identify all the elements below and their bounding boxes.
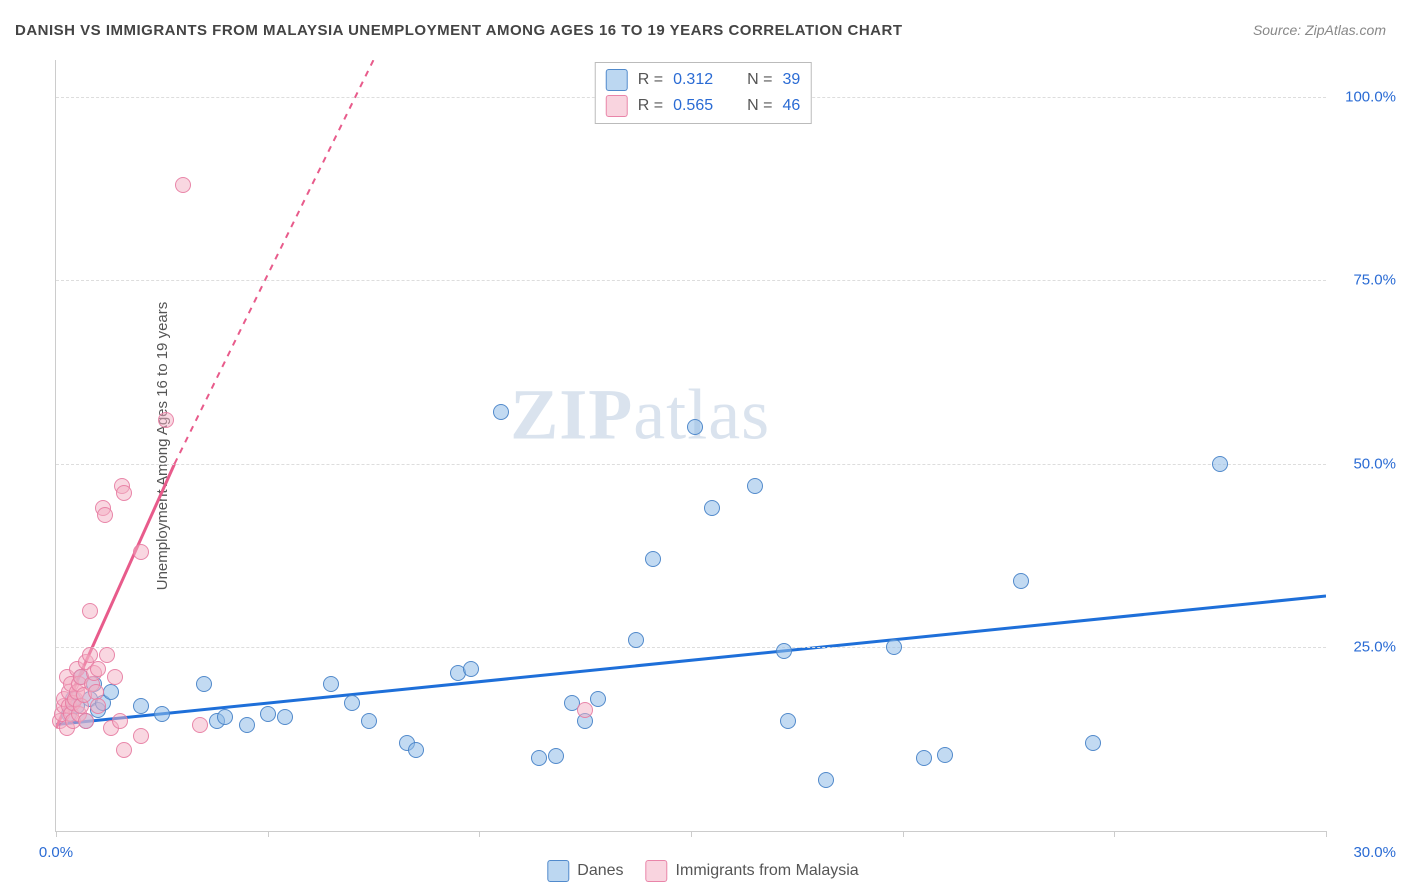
data-point-danes	[154, 706, 170, 722]
legend-item: Immigrants from Malaysia	[646, 860, 859, 882]
data-point-malaysia	[88, 684, 104, 700]
legend-r-value: 0.565	[673, 97, 713, 115]
legend-swatch	[547, 860, 569, 882]
watermark: ZIPatlas	[510, 373, 770, 456]
legend-item: Danes	[547, 860, 623, 882]
legend-n-value: 39	[782, 71, 800, 89]
data-point-danes	[1085, 735, 1101, 751]
gridline-h	[56, 464, 1326, 465]
legend-n-label: N =	[747, 97, 772, 115]
legend-swatch	[606, 69, 628, 91]
x-tick-mark	[691, 831, 692, 837]
source-attribution: Source: ZipAtlas.com	[1253, 22, 1386, 38]
data-point-danes	[937, 747, 953, 763]
trend-lines	[56, 60, 1326, 831]
data-point-malaysia	[192, 717, 208, 733]
data-point-danes	[548, 748, 564, 764]
x-tick-mark	[56, 831, 57, 837]
legend-r-value: 0.312	[673, 71, 713, 89]
legend-row: R = 0.565 N = 46	[606, 93, 801, 119]
data-point-danes	[408, 742, 424, 758]
data-point-danes	[1212, 456, 1228, 472]
data-point-danes	[463, 661, 479, 677]
legend-n-value: 46	[782, 97, 800, 115]
correlation-legend: R = 0.312 N = 39 R = 0.565 N = 46	[595, 62, 812, 124]
legend-r-label: R =	[638, 97, 663, 115]
data-point-malaysia	[116, 742, 132, 758]
data-point-malaysia	[116, 485, 132, 501]
plot-area: ZIPatlas 25.0%50.0%75.0%100.0%0.0%30.0%	[55, 60, 1326, 832]
x-tick-mark	[1114, 831, 1115, 837]
gridline-h	[56, 280, 1326, 281]
data-point-danes	[239, 717, 255, 733]
data-point-malaysia	[90, 698, 106, 714]
x-tick-mark	[1326, 831, 1327, 837]
data-point-malaysia	[175, 177, 191, 193]
legend-label: Danes	[577, 862, 623, 880]
data-point-danes	[1013, 573, 1029, 589]
legend-swatch	[606, 95, 628, 117]
chart-title: DANISH VS IMMIGRANTS FROM MALAYSIA UNEMP…	[15, 22, 903, 39]
data-point-danes	[776, 643, 792, 659]
data-point-danes	[590, 691, 606, 707]
data-point-danes	[217, 709, 233, 725]
y-tick-label: 75.0%	[1336, 272, 1396, 289]
data-point-malaysia	[107, 669, 123, 685]
data-point-danes	[133, 698, 149, 714]
gridline-h	[56, 647, 1326, 648]
data-point-malaysia	[158, 412, 174, 428]
data-point-danes	[531, 750, 547, 766]
data-point-danes	[818, 772, 834, 788]
data-point-danes	[277, 709, 293, 725]
data-point-danes	[493, 404, 509, 420]
data-point-malaysia	[112, 713, 128, 729]
x-tick-label-max: 30.0%	[1336, 844, 1396, 861]
y-tick-label: 50.0%	[1336, 455, 1396, 472]
y-tick-label: 100.0%	[1336, 88, 1396, 105]
data-point-danes	[704, 500, 720, 516]
series-legend: Danes Immigrants from Malaysia	[547, 860, 858, 882]
data-point-malaysia	[577, 702, 593, 718]
legend-label: Immigrants from Malaysia	[676, 862, 859, 880]
legend-n-label: N =	[747, 71, 772, 89]
data-point-danes	[196, 676, 212, 692]
data-point-danes	[747, 478, 763, 494]
legend-swatch	[646, 860, 668, 882]
data-point-danes	[323, 676, 339, 692]
y-tick-label: 25.0%	[1336, 639, 1396, 656]
data-point-danes	[260, 706, 276, 722]
x-tick-mark	[268, 831, 269, 837]
x-tick-mark	[479, 831, 480, 837]
data-point-malaysia	[82, 647, 98, 663]
data-point-danes	[886, 639, 902, 655]
data-point-malaysia	[133, 728, 149, 744]
data-point-malaysia	[99, 647, 115, 663]
data-point-danes	[916, 750, 932, 766]
data-point-danes	[687, 419, 703, 435]
data-point-malaysia	[78, 713, 94, 729]
data-point-danes	[780, 713, 796, 729]
legend-row: R = 0.312 N = 39	[606, 67, 801, 93]
data-point-danes	[361, 713, 377, 729]
data-point-danes	[344, 695, 360, 711]
x-tick-label-min: 0.0%	[39, 844, 73, 861]
data-point-danes	[645, 551, 661, 567]
data-point-malaysia	[133, 544, 149, 560]
data-point-danes	[628, 632, 644, 648]
data-point-danes	[103, 684, 119, 700]
legend-r-label: R =	[638, 71, 663, 89]
data-point-malaysia	[90, 661, 106, 677]
x-tick-mark	[903, 831, 904, 837]
data-point-malaysia	[82, 603, 98, 619]
data-point-malaysia	[97, 507, 113, 523]
